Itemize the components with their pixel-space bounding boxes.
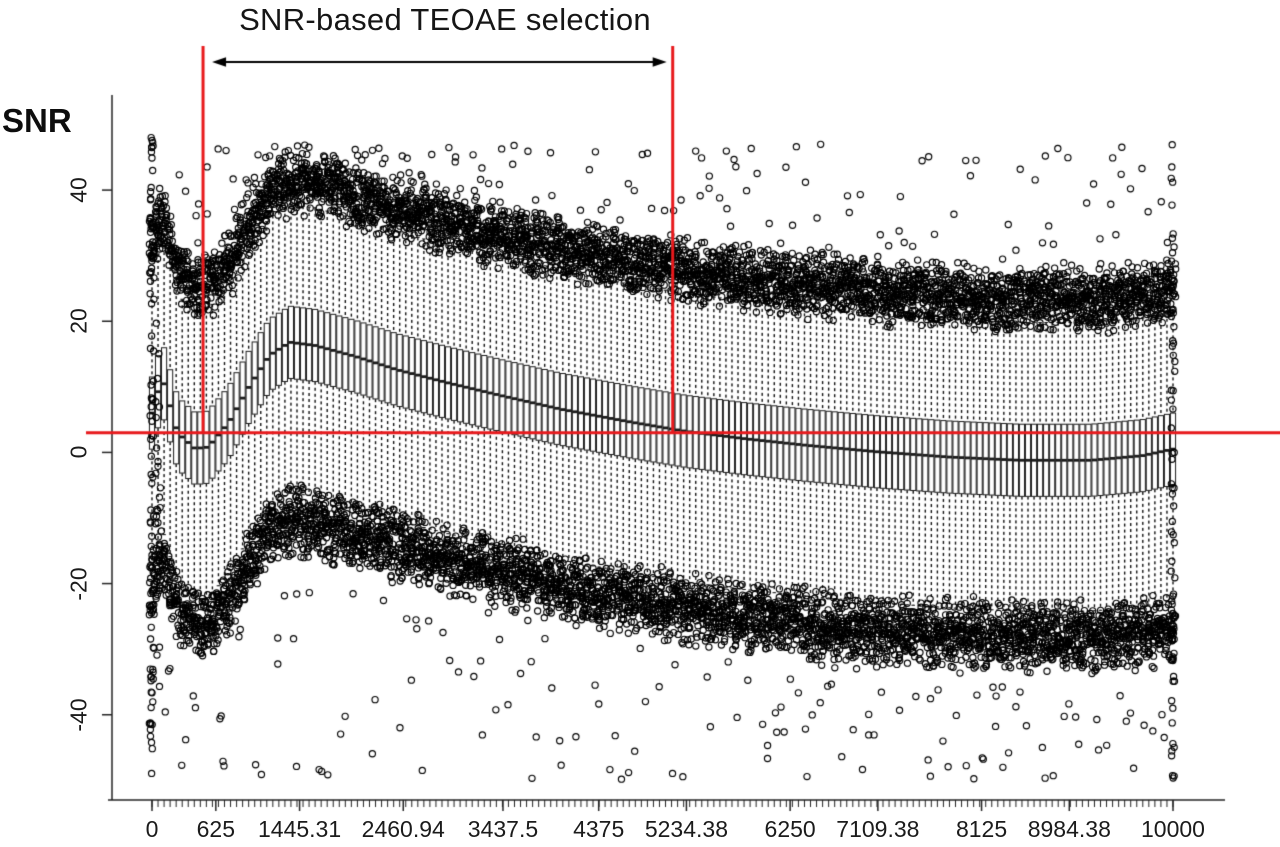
x-tick-label: 7109.38 xyxy=(836,816,920,842)
x-tick-label: 4375 xyxy=(573,816,625,842)
x-tick-label: 8984.38 xyxy=(1027,816,1111,842)
chart-title: SNR-based TEOAE selection xyxy=(239,2,651,37)
x-tick-label: 625 xyxy=(196,816,235,842)
x-tick-label: 6250 xyxy=(764,816,816,842)
x-tick-label: 8125 xyxy=(955,816,1008,842)
y-tick-label: 20 xyxy=(65,308,92,335)
x-tick-label: 5234.38 xyxy=(644,816,728,842)
y-axis-title: SNR xyxy=(2,102,72,139)
x-tick-label: 0 xyxy=(145,816,159,842)
y-tick-label: -40 xyxy=(65,698,92,732)
x-tick-label: 3437.5 xyxy=(467,816,539,842)
x-tick-label: 10000 xyxy=(1141,816,1205,842)
y-tick-label: 0 xyxy=(65,446,92,459)
y-tick-label: 40 xyxy=(65,177,92,203)
y-tick-label: -20 xyxy=(65,566,92,601)
x-tick-label: 2460.94 xyxy=(361,816,445,842)
x-tick-label: 1445.31 xyxy=(257,816,342,842)
